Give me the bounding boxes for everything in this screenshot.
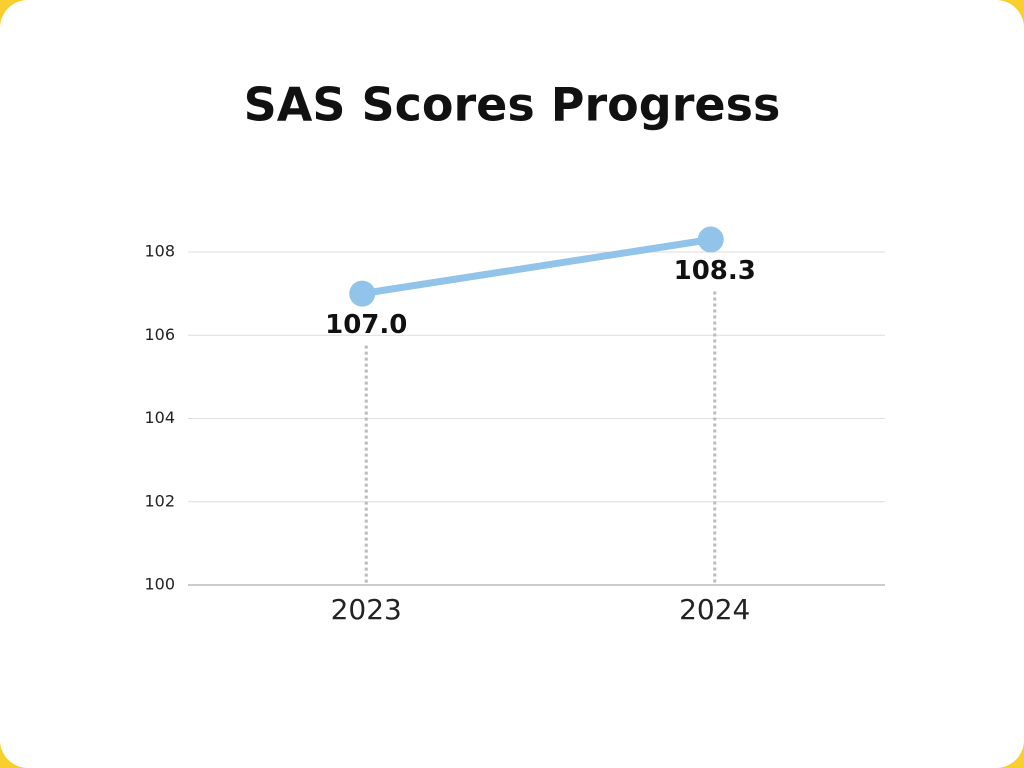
- y-tick-label: 106: [144, 325, 175, 344]
- x-tick-label: 2023: [331, 593, 402, 626]
- value-label: 107.0: [325, 310, 407, 340]
- x-tick-label: 2024: [679, 593, 750, 626]
- y-tick-label: 108: [144, 242, 175, 261]
- value-label: 108.3: [674, 256, 756, 286]
- y-tick-label: 104: [144, 408, 175, 427]
- chart-title: SAS Scores Progress: [244, 78, 781, 132]
- point: [697, 226, 724, 253]
- y-tick-label: 100: [144, 575, 175, 594]
- y-tick-label: 102: [144, 491, 175, 510]
- line: [358, 236, 715, 298]
- point: [349, 280, 376, 307]
